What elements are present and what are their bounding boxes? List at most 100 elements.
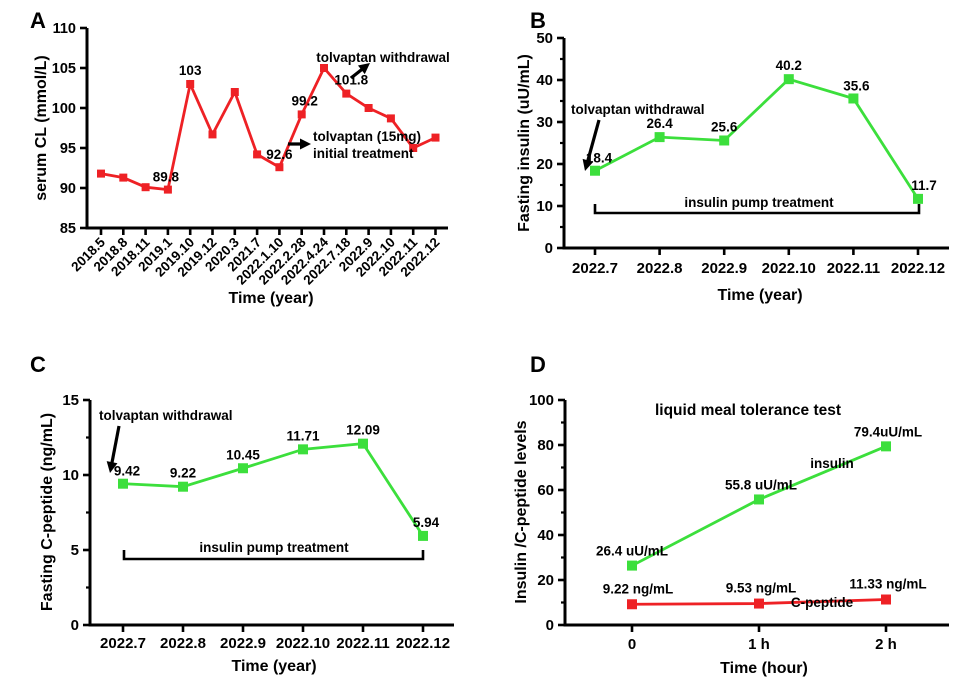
data-point-marker: [431, 133, 440, 142]
point-label: 35.6: [843, 78, 870, 93]
x-tick-label: 2022.10: [276, 635, 330, 652]
annotation-text: tolvaptan withdrawal: [571, 102, 705, 117]
point-label: 26.4 uU/mL: [596, 544, 668, 559]
data-point-marker: [238, 463, 248, 474]
annotation-arrowhead: [582, 158, 594, 171]
data-point-marker: [590, 165, 600, 176]
x-tick-label: 2022.12: [396, 635, 450, 652]
x-axis-title: Time (year): [228, 290, 313, 307]
point-label: 9.42: [114, 464, 140, 479]
y-tick-label: 90: [60, 181, 76, 197]
data-point-marker: [178, 481, 188, 492]
point-label: 79.4uU/mL: [854, 424, 922, 439]
annotation-text: insulin pump treatment: [199, 540, 349, 555]
y-tick-label: 40: [536, 72, 553, 89]
point-label: 9.53 ng/mL: [726, 581, 797, 596]
data-point-marker: [298, 444, 308, 455]
y-tick-label: 20: [536, 156, 553, 173]
point-label: 99.2: [292, 93, 318, 108]
point-label: 25.6: [711, 119, 738, 134]
x-tick-label: 2022.8: [160, 635, 206, 652]
annotation-text: insulin pump treatment: [684, 195, 834, 210]
data-point-marker: [783, 74, 794, 85]
y-tick-label: 85: [60, 221, 76, 237]
x-axis-title: Time (hour): [720, 660, 808, 677]
data-point-marker: [342, 89, 351, 98]
panel-d-label: D: [530, 352, 546, 377]
point-label: 9.22: [170, 466, 196, 481]
panel-b: B 0 10 20 30 40 50 2022.7 2022.8 2022.9 2022.10 20…: [477, 0, 954, 340]
y-axis-title: Insulin /C-peptide levels: [513, 420, 530, 603]
panel-c-chart: 0 5 10 15 2022.7 2022.8 2022.9 2022.10 2022.11 20…: [39, 392, 454, 675]
data-point-marker: [364, 104, 373, 112]
y-tick-label: 40: [537, 527, 554, 544]
point-label: 101.8: [334, 73, 368, 88]
data-point-marker: [754, 494, 764, 505]
data-point-marker: [141, 183, 150, 192]
point-label: 92.6: [266, 147, 293, 162]
point-label: 11.33 ng/mL: [849, 577, 926, 592]
point-label: 10.45: [226, 447, 260, 462]
annotation-text: tolvaptan withdrawal: [316, 50, 450, 65]
y-tick-label: 0: [545, 240, 553, 257]
point-label: 55.8 uU/mL: [725, 477, 797, 492]
panel-d-chart: 0 20 40 60 80 100 0 1 h 2 h Time (hour) Insulin /C…: [513, 392, 949, 677]
x-tick-label: 2022.11: [336, 635, 389, 652]
series-line-Fasting C-peptide: [122, 442, 425, 537]
data-point-marker: [297, 110, 306, 119]
point-label: 103: [179, 63, 202, 78]
y-tick-label: 50: [536, 30, 553, 47]
point-label: 11.71: [286, 428, 320, 443]
annotation-text: insulin: [810, 456, 854, 471]
annotation-arrowhead: [357, 63, 370, 75]
data-point-marker: [881, 441, 891, 452]
y-tick-label: 10: [536, 198, 553, 215]
y-tick-label: 100: [52, 101, 76, 117]
y-tick-label: 5: [71, 542, 79, 559]
panel-d: D 0 20 40 60 80 100 0 1 h 2 h Time (hour) Insulin …: [477, 340, 954, 680]
annotation-arrowhead: [300, 138, 311, 150]
point-label: 11.7: [911, 178, 937, 193]
x-tick-label: 2022.7: [572, 260, 618, 277]
x-axis-title: Time (year): [231, 658, 316, 675]
y-tick-label: 15: [62, 392, 79, 409]
data-point-marker: [627, 560, 637, 571]
panel-a-label: A: [30, 8, 46, 33]
x-tick-label: 2022.7: [100, 635, 146, 652]
data-point-marker: [654, 132, 665, 143]
data-point-marker: [97, 169, 105, 178]
data-point-marker: [186, 80, 195, 88]
annotation-text: liquid meal tolerance test: [655, 402, 841, 419]
data-point-marker: [358, 438, 368, 449]
point-label: 40.2: [776, 58, 802, 73]
y-tick-label: 20: [537, 572, 554, 589]
y-tick-label: 105: [52, 61, 76, 77]
treatment-bracket: [593, 204, 921, 215]
data-point-marker: [409, 144, 418, 152]
x-tick-label: 2022.8: [637, 260, 683, 277]
y-tick-label: 10: [62, 467, 79, 484]
panel-c-label: C: [30, 352, 46, 377]
panel-b-chart: 0 10 20 30 40 50 2022.7 2022.8 2022.9 2022.10 2022…: [516, 30, 949, 304]
panel-a-chart: 8590951001051102018.52018.82018.112019.1…: [33, 21, 450, 307]
x-tick-label: 2 h: [875, 636, 897, 653]
point-label: 26.4: [646, 116, 673, 131]
x-tick-label: 2022.11: [827, 260, 880, 277]
y-tick-label: 100: [529, 392, 554, 409]
panel-c: C 0 5 10 15 2022.7 2022.8 2022.9 2022.10 2022.11…: [0, 340, 477, 680]
point-label: 5.94: [413, 515, 440, 530]
y-tick-label: 0: [546, 617, 554, 634]
data-point-marker: [118, 478, 128, 489]
axes: [88, 400, 454, 627]
annotation-arrow-line: [584, 119, 601, 167]
x-tick-label: 1 h: [748, 636, 770, 653]
annotation-text: C-peptide: [791, 595, 854, 610]
x-tick-label: 2022.12: [891, 260, 945, 277]
data-point-marker: [386, 114, 395, 123]
data-point-marker: [119, 173, 128, 182]
data-point-marker: [418, 530, 428, 541]
y-axis-title: Fasting insulin (uU/mL): [516, 54, 533, 232]
y-tick-label: 80: [537, 437, 554, 454]
annotation-arrow-line: [109, 425, 121, 469]
